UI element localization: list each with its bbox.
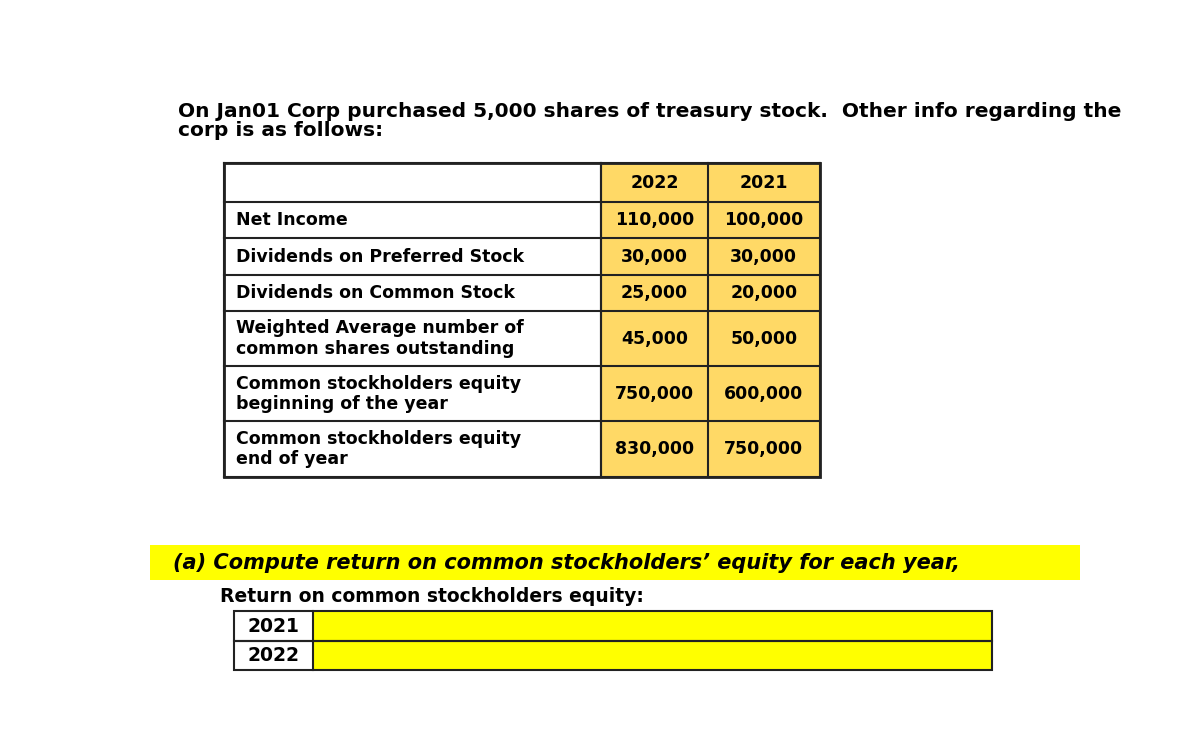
Text: 830,000: 830,000 <box>614 440 694 458</box>
Text: 30,000: 30,000 <box>622 247 688 266</box>
Bar <box>601 311 708 366</box>
Text: Weighted Average number of
common shares outstanding: Weighted Average number of common shares… <box>235 320 523 358</box>
Bar <box>150 545 1080 580</box>
Text: 20,000: 20,000 <box>731 284 797 302</box>
Text: 750,000: 750,000 <box>725 440 803 458</box>
Text: 100,000: 100,000 <box>724 211 804 229</box>
Text: 2022: 2022 <box>247 646 299 665</box>
Bar <box>234 641 991 670</box>
Bar <box>224 366 601 421</box>
Bar <box>708 238 820 274</box>
Bar <box>313 612 991 641</box>
Bar <box>224 311 601 366</box>
Bar <box>224 421 601 477</box>
Bar <box>601 238 708 274</box>
Text: Net Income: Net Income <box>235 211 347 229</box>
Text: On Jan01 Corp purchased 5,000 shares of treasury stock.  Other info regarding th: On Jan01 Corp purchased 5,000 shares of … <box>178 101 1121 120</box>
Bar <box>601 201 708 238</box>
Text: 50,000: 50,000 <box>731 330 797 348</box>
Text: 2021: 2021 <box>247 617 299 636</box>
Bar <box>224 274 601 311</box>
Bar <box>708 274 820 311</box>
Bar <box>313 641 991 670</box>
Text: corp is as follows:: corp is as follows: <box>178 121 383 140</box>
Bar <box>708 366 820 421</box>
Bar <box>234 641 313 670</box>
Bar <box>234 612 991 641</box>
Bar <box>601 421 708 477</box>
Text: 110,000: 110,000 <box>614 211 694 229</box>
Text: 2021: 2021 <box>739 174 788 191</box>
Bar <box>708 421 820 477</box>
Bar <box>601 366 708 421</box>
Text: Dividends on Common Stock: Dividends on Common Stock <box>235 284 515 302</box>
Text: 45,000: 45,000 <box>622 330 688 348</box>
Bar <box>224 164 820 477</box>
Text: 750,000: 750,000 <box>614 385 694 403</box>
Bar <box>224 238 601 274</box>
Text: Return on common stockholders equity:: Return on common stockholders equity: <box>220 587 643 606</box>
Bar <box>234 612 313 641</box>
Bar <box>224 164 601 201</box>
Bar <box>601 274 708 311</box>
Bar <box>601 164 708 201</box>
Bar <box>708 201 820 238</box>
Bar <box>708 164 820 201</box>
Text: 600,000: 600,000 <box>724 385 804 403</box>
Text: 25,000: 25,000 <box>620 284 688 302</box>
Text: (a) Compute return on common stockholders’ equity for each year,: (a) Compute return on common stockholder… <box>173 553 960 572</box>
Text: Common stockholders equity
end of year: Common stockholders equity end of year <box>235 430 521 469</box>
Text: 30,000: 30,000 <box>731 247 797 266</box>
Text: Common stockholders equity
beginning of the year: Common stockholders equity beginning of … <box>235 374 521 413</box>
Bar <box>708 311 820 366</box>
Text: 2022: 2022 <box>630 174 679 191</box>
Text: Dividends on Preferred Stock: Dividends on Preferred Stock <box>235 247 523 266</box>
Bar <box>224 201 601 238</box>
